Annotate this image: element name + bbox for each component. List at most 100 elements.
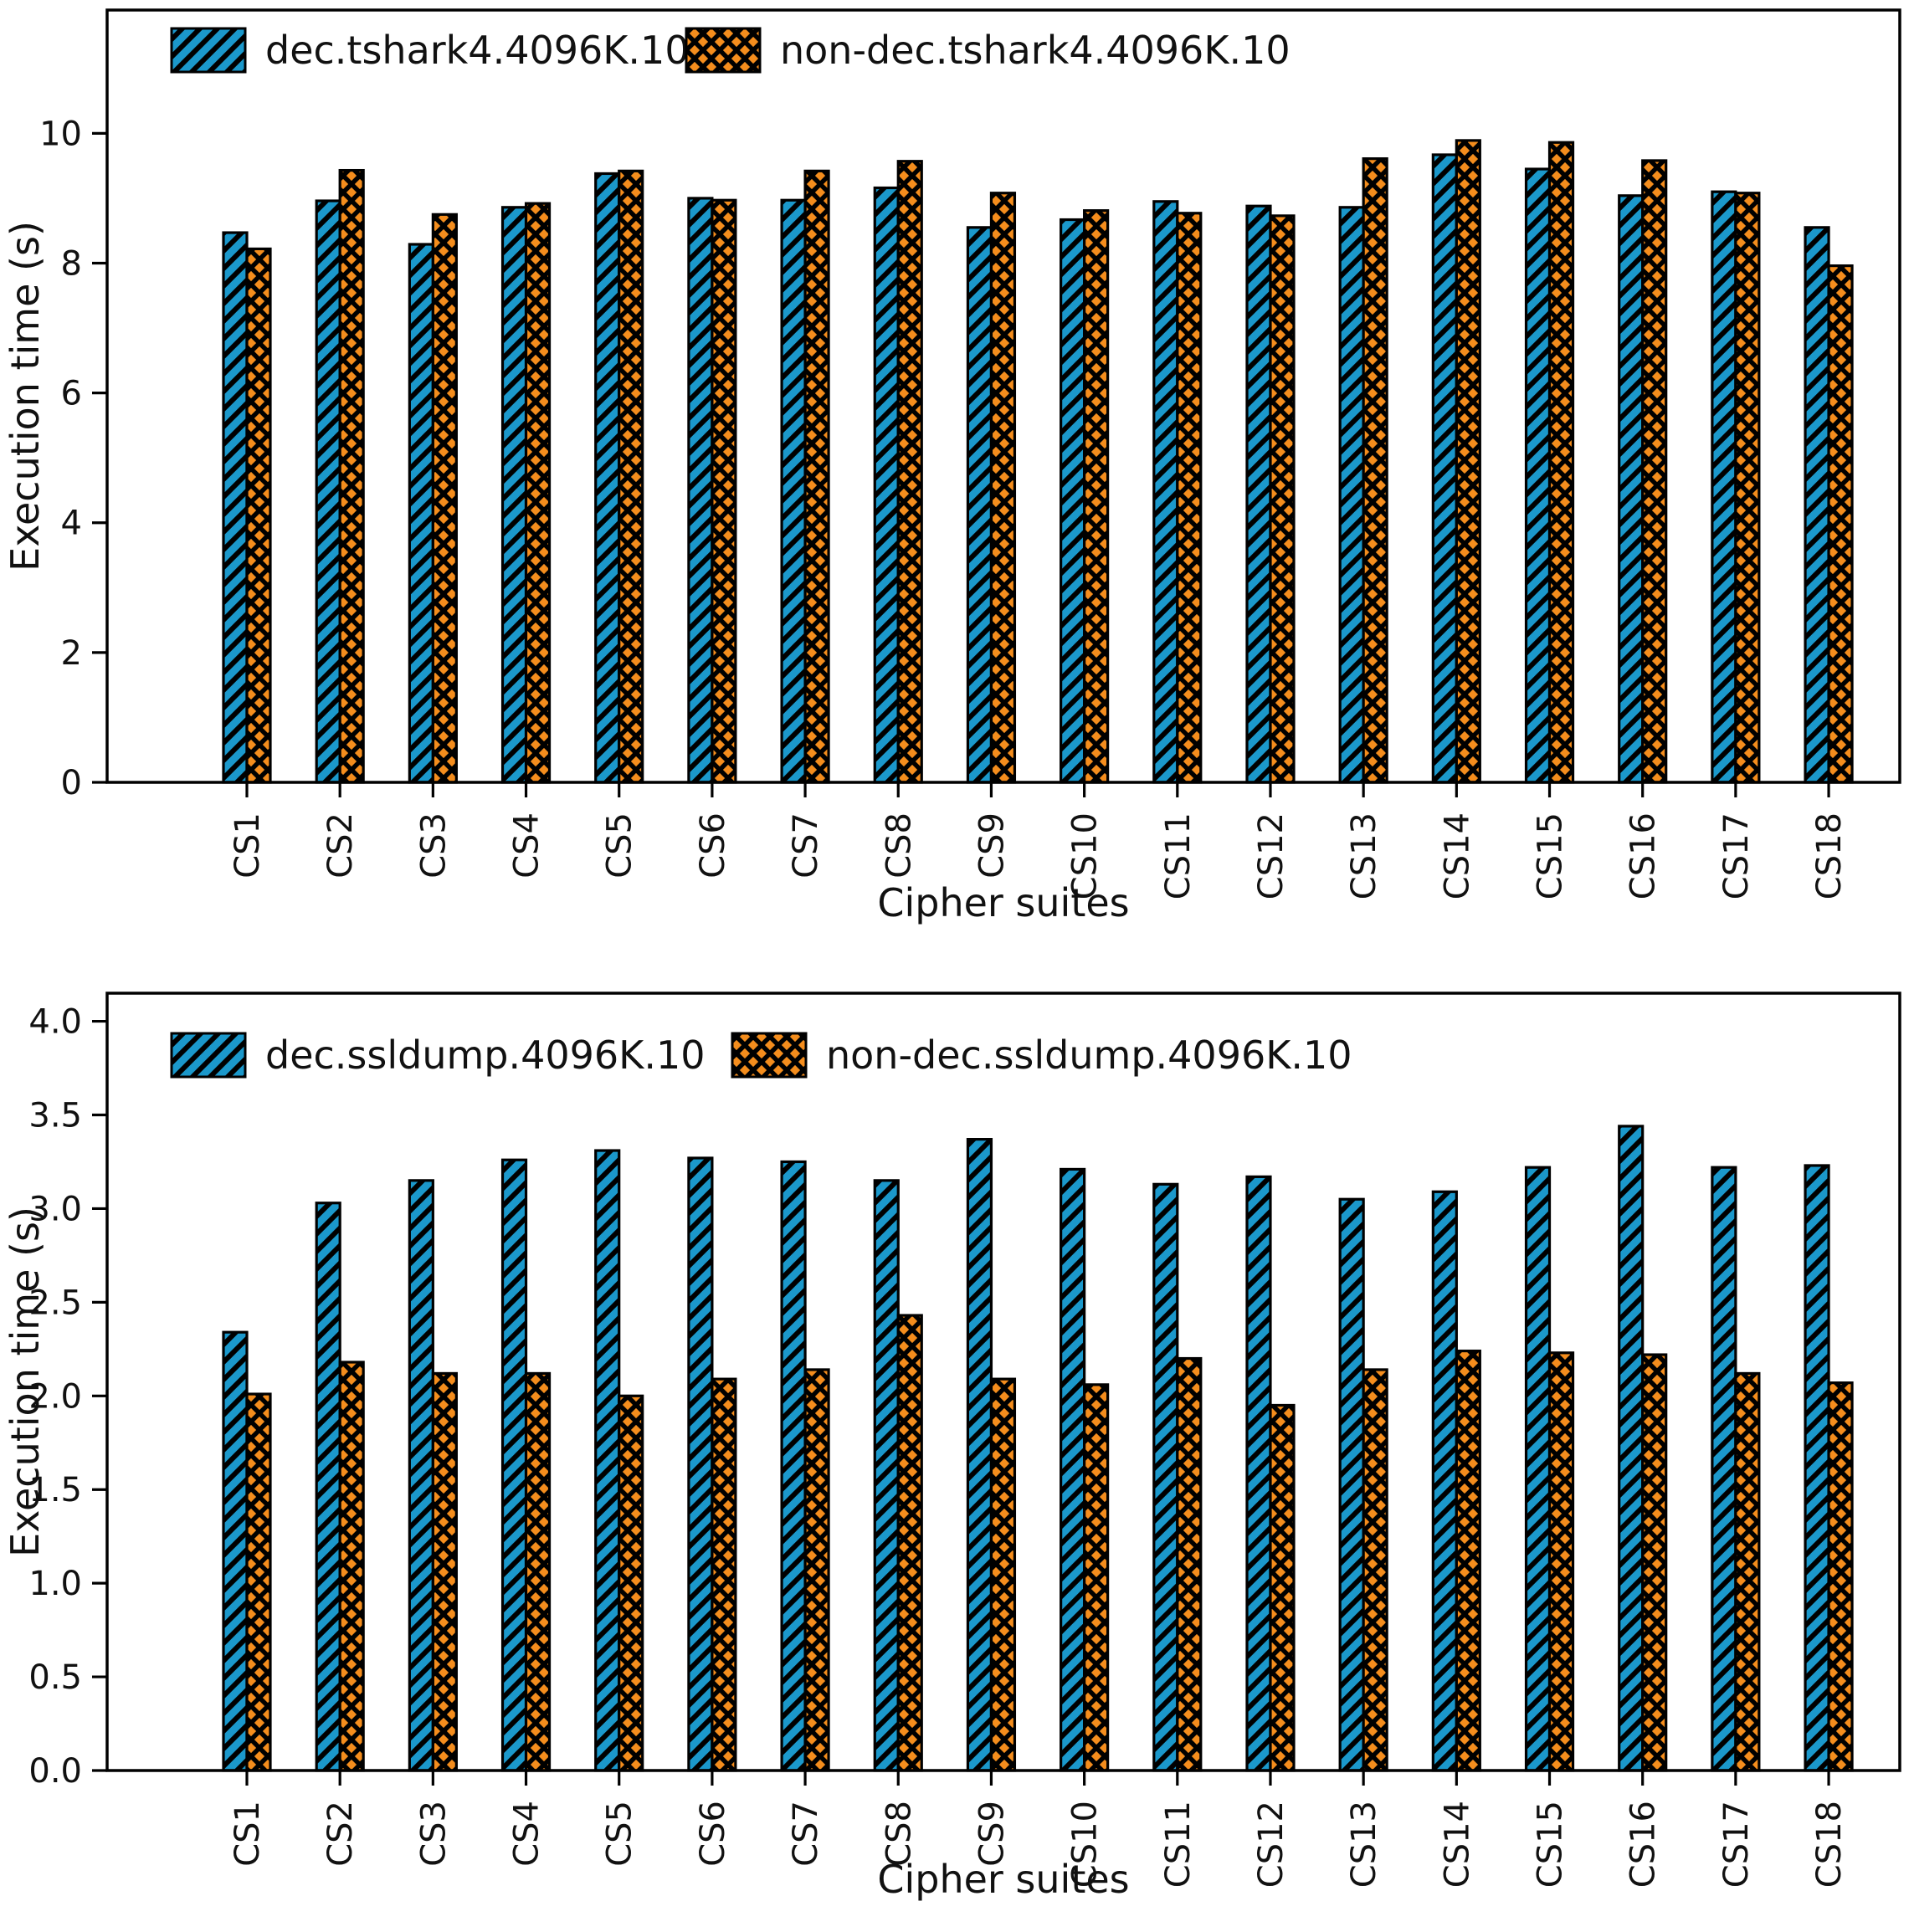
bar-non-dec-cs12-ssldump: [1269, 1403, 1296, 1772]
bar-non-dec-cs7-tshark4: [803, 169, 830, 784]
bar-dec-cs17-tshark4: [1711, 190, 1737, 784]
bar-non-dec-cs17-tshark4: [1734, 192, 1761, 784]
bar-non-dec-cs4-tshark4: [524, 202, 552, 784]
x-tick-label-cs16: CS16: [1624, 812, 1663, 899]
bar-dec-cs13-ssldump: [1338, 1197, 1365, 1772]
bar-non-dec-cs2-ssldump: [338, 1361, 365, 1772]
bar-non-dec-cs2-tshark4: [338, 168, 365, 784]
y-tick-label-1.0: 1.0: [28, 1565, 82, 1603]
y-axis-label: Execution time (s): [3, 221, 48, 571]
bar-dec-cs11-ssldump: [1152, 1182, 1179, 1772]
bar-dec-cs15-ssldump: [1524, 1166, 1552, 1772]
bar-non-dec-cs6-ssldump: [711, 1377, 737, 1772]
bar-dec-cs8-ssldump: [873, 1179, 900, 1772]
bar-dec-cs9-tshark4: [966, 226, 993, 784]
bar-dec-cs5-ssldump: [594, 1149, 621, 1772]
bar-non-dec-cs13-tshark4: [1362, 157, 1388, 784]
x-tick-label-cs2: CS2: [321, 812, 360, 879]
y-tick-label-10: 10: [39, 115, 82, 153]
x-tick-label-cs17: CS17: [1717, 812, 1756, 899]
legend-swatch-non-dec: [685, 27, 762, 74]
legend-label-dec: dec.tshark4.4096K.10: [265, 28, 690, 73]
bar-non-dec-cs10-tshark4: [1083, 209, 1110, 784]
bar-non-dec-cs8-tshark4: [896, 160, 923, 784]
x-tick-label-cs5: CS5: [601, 1801, 639, 1867]
bar-dec-cs12-tshark4: [1245, 204, 1272, 784]
bar-non-dec-cs18-ssldump: [1827, 1381, 1854, 1772]
x-tick-label-cs14: CS14: [1438, 812, 1476, 899]
x-axis-label: Cipher suites: [877, 1857, 1129, 1902]
bar-dec-cs7-ssldump: [780, 1160, 807, 1772]
bar-non-dec-cs12-tshark4: [1269, 214, 1296, 784]
x-tick-label-cs11: CS11: [1159, 1801, 1198, 1888]
bar-dec-cs17-ssldump: [1711, 1166, 1737, 1772]
bar-dec-cs16-tshark4: [1618, 194, 1645, 784]
bar-dec-cs9-ssldump: [966, 1138, 993, 1772]
bar-non-dec-cs4-ssldump: [524, 1371, 552, 1772]
x-tick-label-cs6: CS6: [694, 1801, 732, 1867]
bar-non-dec-cs15-tshark4: [1547, 141, 1575, 784]
bar-non-dec-cs16-tshark4: [1641, 159, 1668, 784]
y-tick-label-4: 4: [61, 505, 82, 543]
bar-non-dec-cs3-ssldump: [431, 1371, 458, 1772]
y-tick-label-0: 0: [61, 764, 82, 802]
y-tick-label-2.5: 2.5: [28, 1284, 82, 1322]
x-axis-label: Cipher suites: [877, 880, 1129, 925]
bar-non-dec-cs5-ssldump: [618, 1394, 644, 1772]
x-tick-label-cs1: CS1: [228, 1801, 267, 1867]
bar-dec-cs1-ssldump: [222, 1330, 249, 1772]
x-tick-label-cs18: CS18: [1810, 1801, 1849, 1888]
x-tick-label-cs3: CS3: [414, 812, 453, 879]
bar-dec-cs13-tshark4: [1338, 206, 1365, 784]
y-tick-label-1.5: 1.5: [28, 1471, 82, 1509]
ssldump-bar-chart: 0.0 0.5 1.0 1.5 2.0 2.5 3.0 3.5 4.0 CS1 CS2 CS3 CS4 C…: [0, 953, 1914, 1932]
x-tick-label-cs7: CS7: [787, 812, 825, 879]
bar-non-dec-cs18-tshark4: [1827, 264, 1854, 784]
bar-dec-cs18-ssldump: [1804, 1164, 1830, 1772]
bar-dec-cs8-tshark4: [873, 186, 900, 784]
bar-dec-cs6-ssldump: [687, 1156, 714, 1772]
x-tick-label-cs4: CS4: [508, 812, 546, 879]
x-tick-label-cs13: CS13: [1345, 812, 1383, 899]
x-tick-label-cs18: CS18: [1810, 812, 1849, 899]
x-tick-label-cs4: CS4: [508, 1801, 546, 1867]
tshark4-bar-chart: 0 2 4 6 8 10 CS1 CS2 CS3 CS4 CS5 CS6 CS7 CS8 CS9 CS10 CS…: [0, 0, 1914, 953]
x-tick-label-cs8: CS8: [880, 812, 918, 879]
bar-dec-cs2-ssldump: [315, 1202, 341, 1772]
y-tick-label-2: 2: [61, 634, 82, 673]
legend-swatch-non-dec: [731, 1032, 808, 1079]
bar-non-dec-cs11-ssldump: [1176, 1356, 1203, 1772]
bar-dec-cs6-tshark4: [687, 197, 714, 784]
plot-frame: [105, 992, 1901, 1772]
x-tick-label-cs13: CS13: [1345, 1801, 1383, 1888]
y-tick-label-2.0: 2.0: [28, 1377, 82, 1416]
bar-dec-cs4-ssldump: [500, 1158, 528, 1772]
bar-dec-cs7-tshark4: [780, 198, 807, 784]
bar-non-dec-cs1-ssldump: [245, 1392, 272, 1772]
bar-dec-cs5-tshark4: [594, 172, 621, 784]
x-tick-label-cs9: CS9: [972, 1801, 1011, 1867]
y-tick-label-0.0: 0.0: [28, 1752, 82, 1791]
y-tick-label-4.0: 4.0: [28, 1003, 82, 1042]
x-tick-label-cs9: CS9: [972, 812, 1011, 879]
x-tick-label-cs17: CS17: [1717, 1801, 1756, 1888]
x-tick-label-cs5: CS5: [601, 812, 639, 879]
legend-swatch-dec: [170, 27, 247, 74]
x-tick-label-cs3: CS3: [414, 1801, 453, 1867]
bar-dec-cs3-tshark4: [408, 243, 434, 784]
bar-non-dec-cs1-tshark4: [245, 247, 272, 784]
bar-non-dec-cs11-tshark4: [1176, 212, 1203, 784]
legend-label-non-dec: non-dec.ssldump.4096K.10: [826, 1033, 1352, 1078]
bar-dec-cs12-ssldump: [1245, 1175, 1272, 1772]
y-tick-label-3.0: 3.0: [28, 1190, 82, 1228]
y-tick-label-8: 8: [61, 244, 82, 283]
x-tick-label-cs11: CS11: [1159, 812, 1198, 899]
x-tick-label-cs14: CS14: [1438, 1801, 1476, 1888]
bar-non-dec-cs13-ssldump: [1362, 1368, 1388, 1772]
bar-non-dec-cs7-ssldump: [803, 1368, 830, 1772]
bar-dec-cs15-tshark4: [1524, 167, 1552, 784]
bar-non-dec-cs15-ssldump: [1547, 1351, 1575, 1772]
bar-dec-cs18-tshark4: [1804, 226, 1830, 784]
legend-label-non-dec: non-dec.tshark4.4096K.10: [780, 28, 1291, 73]
